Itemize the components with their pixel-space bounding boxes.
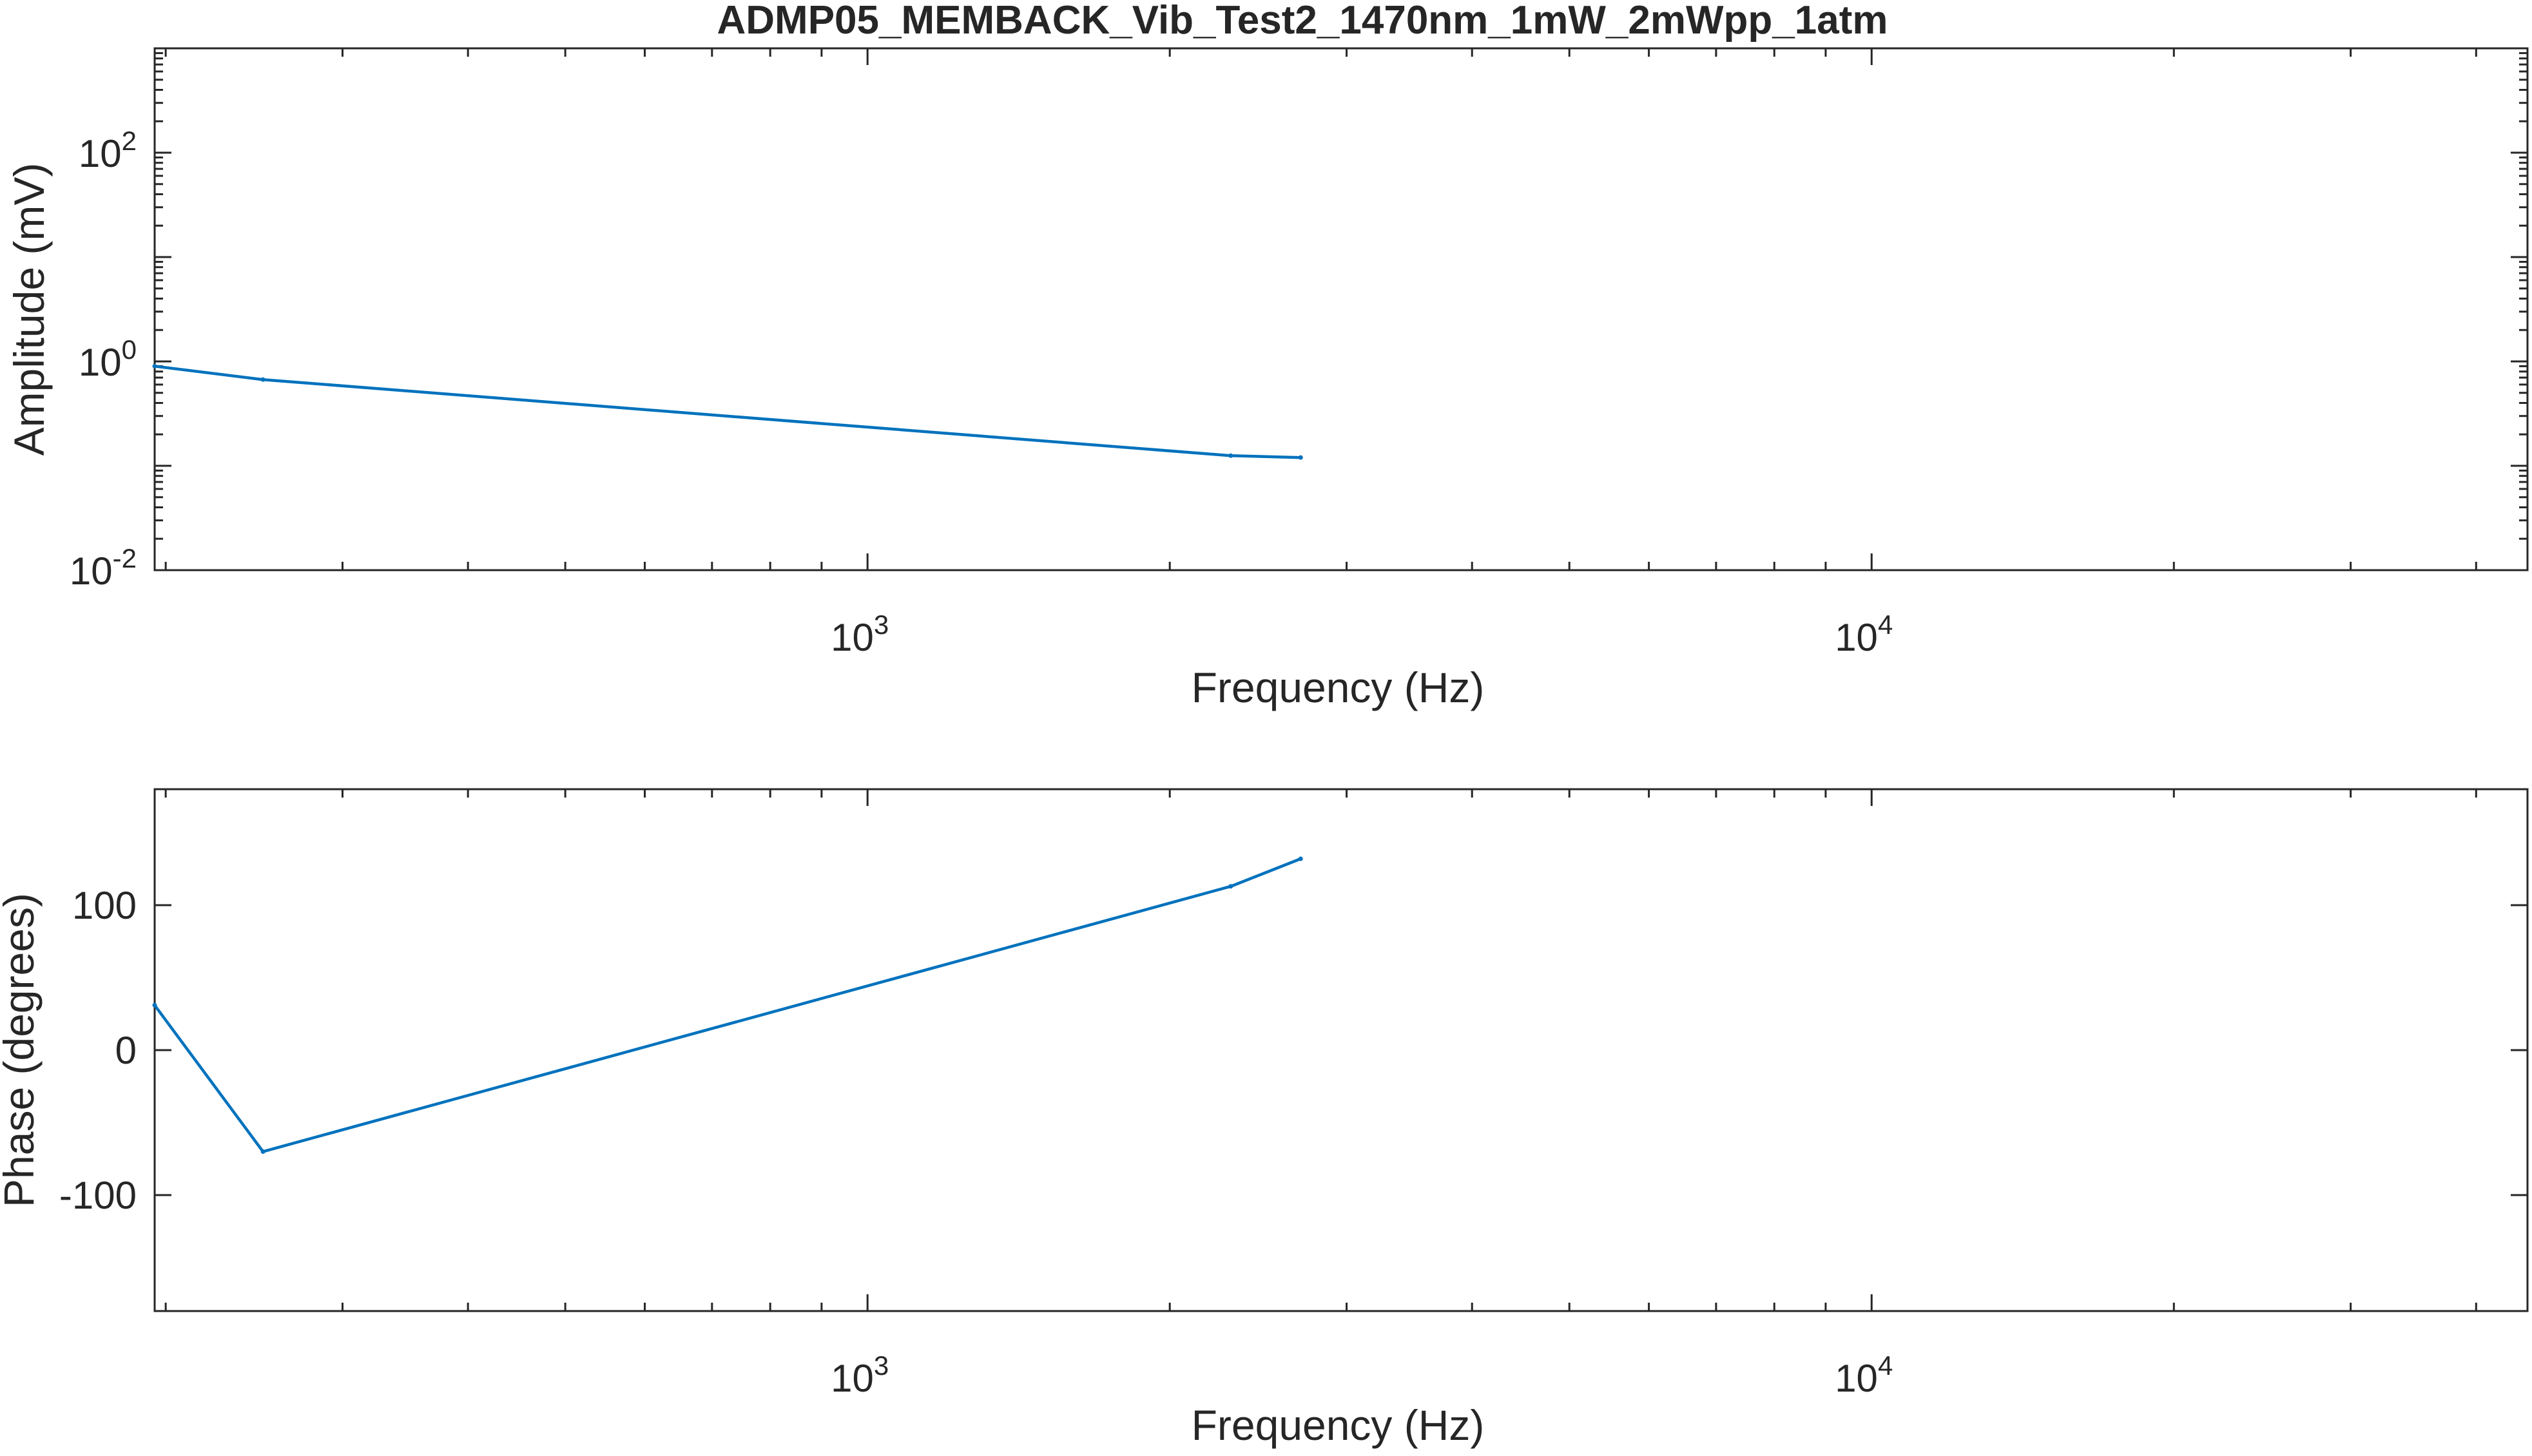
phase-series-line [153,857,1302,1154]
amplitude-y-tick-label: 100 [79,334,137,384]
amplitude-data-point [152,363,157,369]
phase-y-tick-label: 100 [72,884,137,927]
phase-data-point [152,1002,157,1008]
phase-panel: 103 104 -100 0 100 Frequency (Hz) Phase (degre… [0,788,2529,1449]
amplitude-y-axis-label: Amplitude (mV) [5,163,53,456]
phase-y-tick-label: -100 [59,1174,137,1217]
phase-x-tick-label: 103 [831,1350,889,1400]
phase-data-point [260,1149,266,1154]
phase-y-tick-label: 0 [115,1029,137,1072]
amplitude-y-tick-label: 10-2 [70,543,137,593]
phase-x-tick-label: 104 [1835,1350,1893,1400]
phase-data-point [1298,856,1303,861]
amplitude-data-point [1298,455,1303,460]
figure-title: ADMP05_MEMBACK_Vib_Test2_1470nm_1mW_2mWp… [717,0,1888,43]
amplitude-x-axis-label: Frequency (Hz) [1192,664,1485,711]
amplitude-series-line [154,365,1301,459]
amplitude-x-tick-label: 103 [831,609,889,659]
amplitude-y-tick-label: 102 [79,126,137,175]
amplitude-x-tick-label: 104 [1835,609,1893,659]
amplitude-data-point [1228,453,1233,458]
amplitude-axes-frame [153,47,2529,571]
amplitude-data-point [260,377,266,382]
phase-y-axis-label: Phase (degrees) [0,893,43,1207]
phase-data-point [1228,884,1233,889]
phase-x-axis-label: Frequency (Hz) [1192,1401,1485,1449]
amplitude-panel: 103 104 10-2 100 102 Frequency (Hz) Amplitude … [5,47,2529,711]
